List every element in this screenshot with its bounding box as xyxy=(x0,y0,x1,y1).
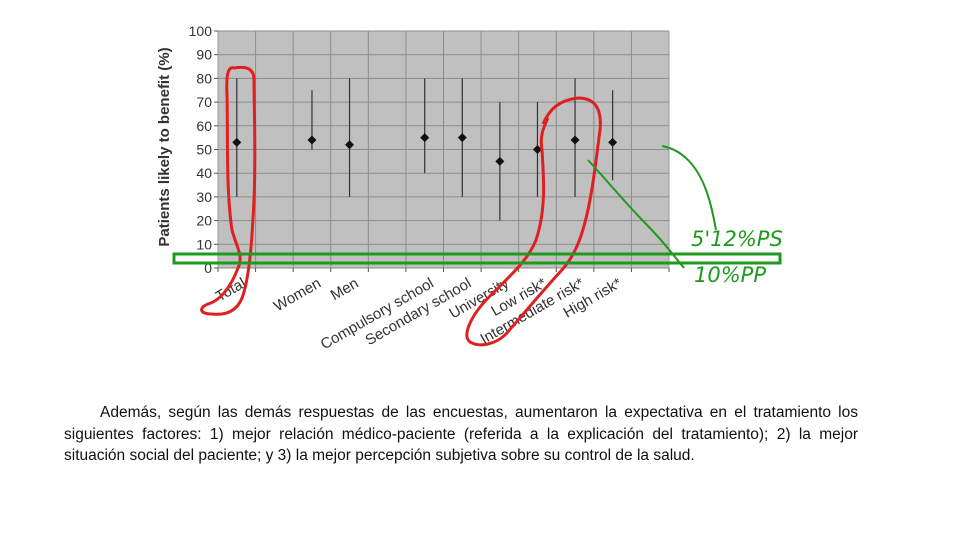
x-tick-label: Women xyxy=(271,275,324,315)
green-box xyxy=(172,252,782,265)
data-point xyxy=(345,140,355,150)
data-point xyxy=(420,133,430,143)
data-point xyxy=(232,137,242,147)
y-tick-label: 20 xyxy=(196,213,212,229)
x-axis-ticks xyxy=(217,268,670,272)
data-point xyxy=(532,145,542,154)
green-arrow-high xyxy=(661,145,717,231)
data-point xyxy=(307,135,317,145)
red-loop-risk xyxy=(465,96,602,347)
green-arrow-intermediate xyxy=(587,159,685,269)
caption-paragraph: Además, según las demás respuestas de la… xyxy=(64,404,858,464)
data-point xyxy=(570,135,580,145)
data-point xyxy=(608,137,618,147)
y-tick-label: 0 xyxy=(204,260,212,276)
y-tick-label: 100 xyxy=(189,23,213,39)
x-tick-label: Men xyxy=(328,275,362,304)
y-tick-label: 80 xyxy=(196,70,212,86)
y-tick-label: 90 xyxy=(196,47,212,63)
y-axis-ticks: 0 10 20 30 40 50 60 70 80 90 100 xyxy=(189,23,218,276)
y-tick-label: 10 xyxy=(196,236,212,252)
data-point xyxy=(495,156,505,166)
y-tick-label: 30 xyxy=(196,189,212,205)
y-tick-label: 50 xyxy=(196,142,212,158)
red-loop-total xyxy=(200,65,257,316)
annotation-ps: 5'12%PS xyxy=(691,227,783,251)
y-tick-label: 60 xyxy=(196,118,212,134)
annotation-pp: 10%PP xyxy=(694,263,766,287)
error-bars xyxy=(232,78,618,221)
y-tick-label: 70 xyxy=(196,94,212,110)
y-axis-label: Patients likely to benefit (%) xyxy=(156,47,173,246)
data-point xyxy=(457,133,467,143)
y-tick-label: 40 xyxy=(196,165,212,181)
